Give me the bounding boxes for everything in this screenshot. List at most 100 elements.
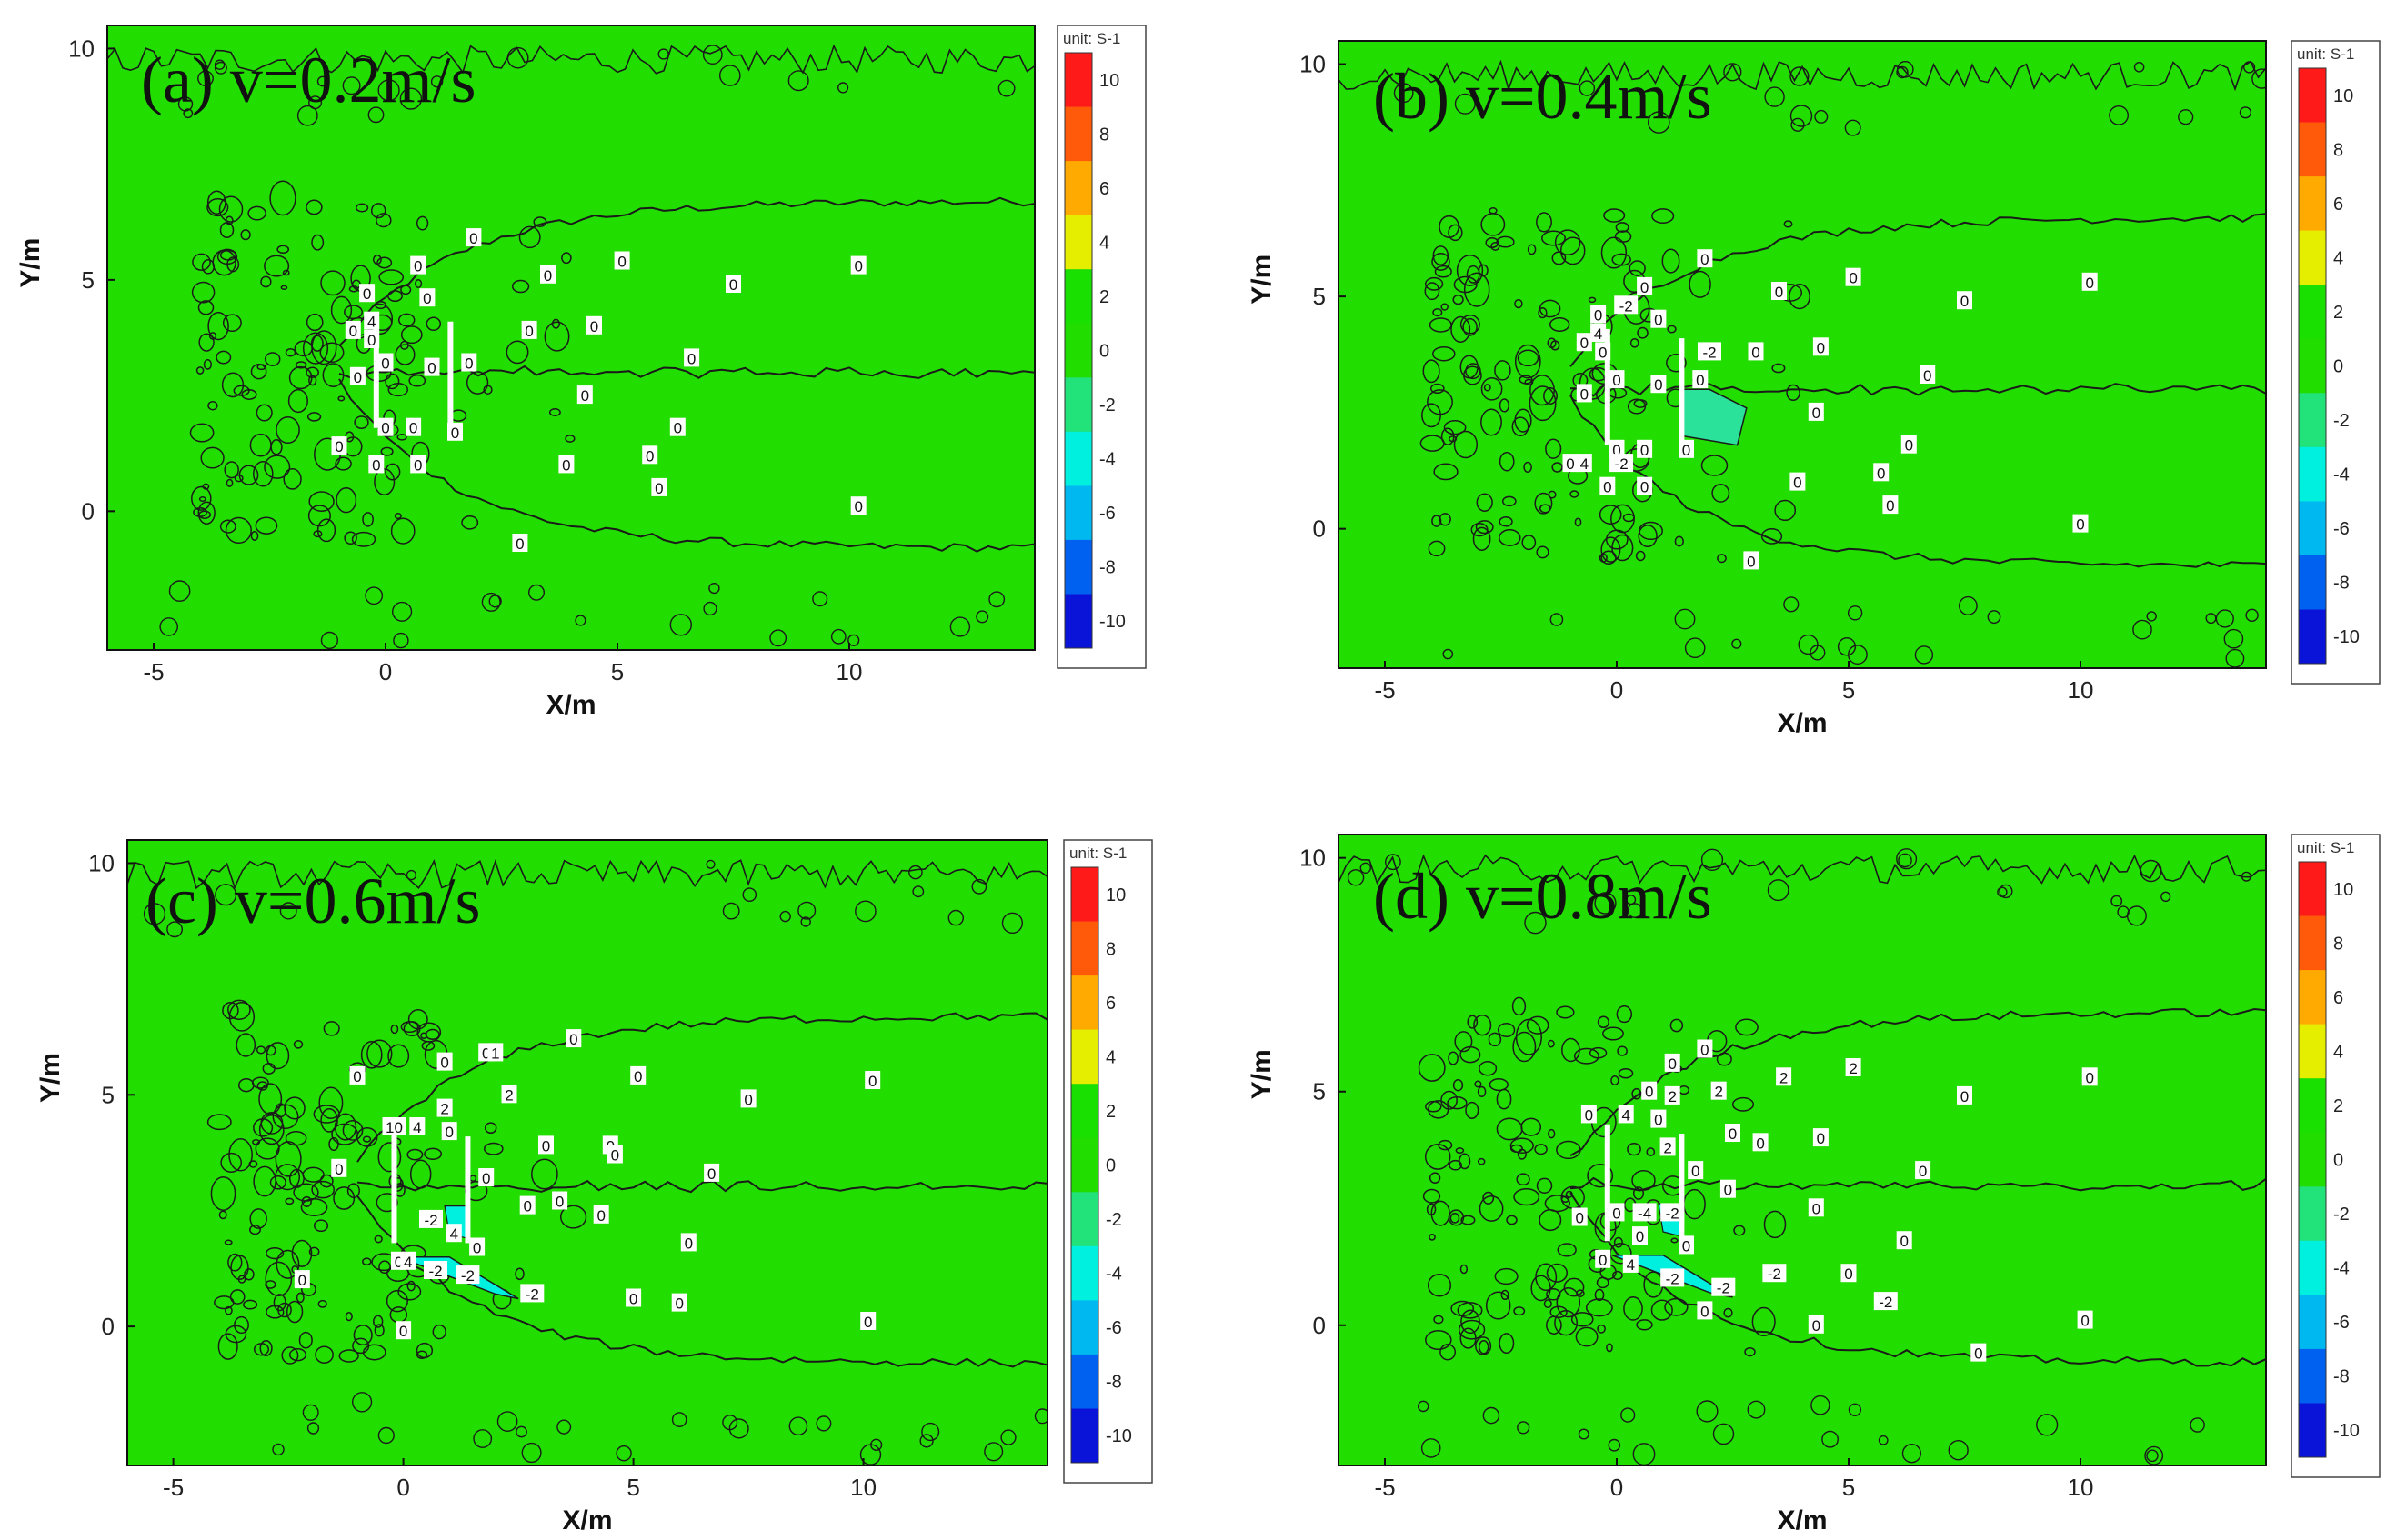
turbulence-contour	[248, 1160, 258, 1168]
turbulence-contour	[1427, 389, 1453, 415]
turbulence-contour	[1674, 535, 1684, 547]
turbulence-contour	[728, 1418, 749, 1439]
turbulence-contour	[855, 900, 877, 923]
turbulence-contour	[301, 1195, 312, 1207]
contour-label-text: 0	[646, 447, 654, 465]
contour-label-bg	[630, 1065, 647, 1085]
contour-label-text: 0	[542, 1137, 550, 1155]
turbulence-contour	[240, 229, 251, 241]
colorbar-tick-label: -6	[2333, 1313, 2350, 1333]
x-axis-title: X/m	[1777, 1505, 1827, 1535]
turbulence-contour	[387, 290, 403, 303]
contour-label-bg	[1752, 1133, 1769, 1152]
turbulence-contour	[708, 582, 720, 595]
y-axis-title: Y/m	[15, 238, 45, 288]
contour-label-bg	[1812, 337, 1829, 356]
turbulence-contour	[2245, 608, 2259, 622]
turbulence-contour	[1449, 1159, 1462, 1171]
x-tick-label: 10	[2068, 1474, 2094, 1501]
turbulence-contour	[378, 1260, 391, 1275]
contour-label: 0	[410, 455, 426, 474]
y-axis-title: Y/m	[1247, 255, 1277, 305]
turbulence-contour	[511, 279, 530, 294]
turbulence-contour	[565, 435, 576, 443]
turbulence-contour	[544, 321, 570, 352]
colorbar-band	[1065, 594, 1092, 649]
contour-label-text: 0	[1960, 1088, 1969, 1105]
contour-label: 4	[1618, 1105, 1634, 1124]
contour-label-bg	[396, 1321, 412, 1340]
turbulence-contour	[1635, 550, 1646, 562]
x-tick-label: 5	[1842, 676, 1855, 704]
contour-label-bg	[436, 1098, 453, 1117]
turbulence-contour	[272, 1443, 285, 1456]
contour-label-text: 4	[450, 1225, 458, 1243]
contour-label-bg	[607, 1145, 623, 1164]
contour-label-text: 0	[1691, 1163, 1699, 1180]
contour-label: 0	[1752, 1133, 1769, 1152]
contour-label-bg	[860, 1312, 877, 1330]
contour-label-text: 0	[414, 258, 422, 275]
colorbar-tick-label: 6	[2333, 988, 2343, 1008]
contour-label-text: -2	[428, 1263, 442, 1280]
contour-label: 0	[586, 315, 602, 335]
turbulence-contour	[1438, 1139, 1453, 1151]
turbulence-contour	[192, 253, 211, 271]
y-tick-label: 5	[1313, 283, 1326, 310]
contour-label: 0	[566, 1029, 582, 1048]
panel-label: (c) v=0.6m/s	[145, 865, 481, 937]
turbulence-contour	[227, 999, 251, 1020]
contour-label-text: 0	[1812, 1317, 1820, 1335]
contour-label-text: 0	[744, 1091, 752, 1108]
colorbar-tick-label: 6	[2333, 195, 2343, 215]
contour-label-text: 10	[386, 1119, 403, 1136]
turbulence-contour	[266, 1042, 290, 1070]
x-tick-label: 10	[2068, 676, 2094, 704]
colorbar-tick-label: 8	[2333, 140, 2343, 160]
turbulence-contour	[1517, 1421, 1530, 1435]
contour-label: 0	[2081, 272, 2098, 292]
colorbar-band	[2299, 122, 2326, 177]
colorbar-band	[2299, 1024, 2326, 1079]
turbulence-contour	[1385, 854, 1401, 871]
turbulence-contour	[1536, 212, 1552, 233]
turbulence-contour	[1612, 1270, 1623, 1280]
turbulence-contour	[323, 1021, 340, 1036]
contour-label: 0	[1970, 1343, 1987, 1363]
colorbar-tick-label: 2	[1106, 1102, 1116, 1122]
turbulence-contour	[1347, 869, 1365, 886]
contour-label-text: 0	[629, 1291, 637, 1308]
turbulence-contour	[1588, 296, 1597, 304]
turbulence-contour	[1001, 912, 1023, 934]
contour-label-text: 4	[367, 314, 376, 331]
turbulence-contour	[222, 314, 242, 333]
turbulence-contour	[159, 617, 178, 636]
contour-label: 0	[1650, 375, 1667, 394]
turbulence-contour	[2146, 1449, 2159, 1463]
contour-label: 0	[1882, 495, 1899, 515]
contour-label-bg	[400, 1251, 416, 1270]
contour-label-text: -2	[1619, 297, 1633, 315]
contour-label: -2	[1698, 342, 1721, 361]
turbulence-contour	[1549, 613, 1564, 626]
turbulence-contour	[367, 106, 385, 124]
turbulence-contour	[1422, 359, 1440, 384]
turbulence-contour	[275, 1141, 302, 1177]
turbulence-contour	[1420, 1438, 1441, 1458]
contour-label: 0	[1845, 267, 1861, 287]
turbulence-contour	[200, 446, 225, 469]
contour-label: 0	[1900, 435, 1917, 455]
turbulence-contour	[1999, 884, 2013, 899]
turbulence-contour	[1524, 378, 1534, 386]
colorbar-unit: unit: S-1	[2297, 839, 2354, 856]
contour-label: 0	[1571, 1207, 1588, 1227]
contour-label-text: 1	[491, 1045, 499, 1062]
contour-label-bg	[1896, 1231, 1912, 1250]
contour-label-text: 2	[505, 1086, 513, 1104]
contour-label-text: 0	[556, 1194, 564, 1211]
turbulence-contour	[385, 373, 400, 390]
colorbar-band	[2299, 1240, 2326, 1295]
contour-label: 0	[519, 1195, 536, 1215]
turbulence-contour	[1440, 427, 1455, 445]
turbulence-contour	[1543, 387, 1558, 405]
